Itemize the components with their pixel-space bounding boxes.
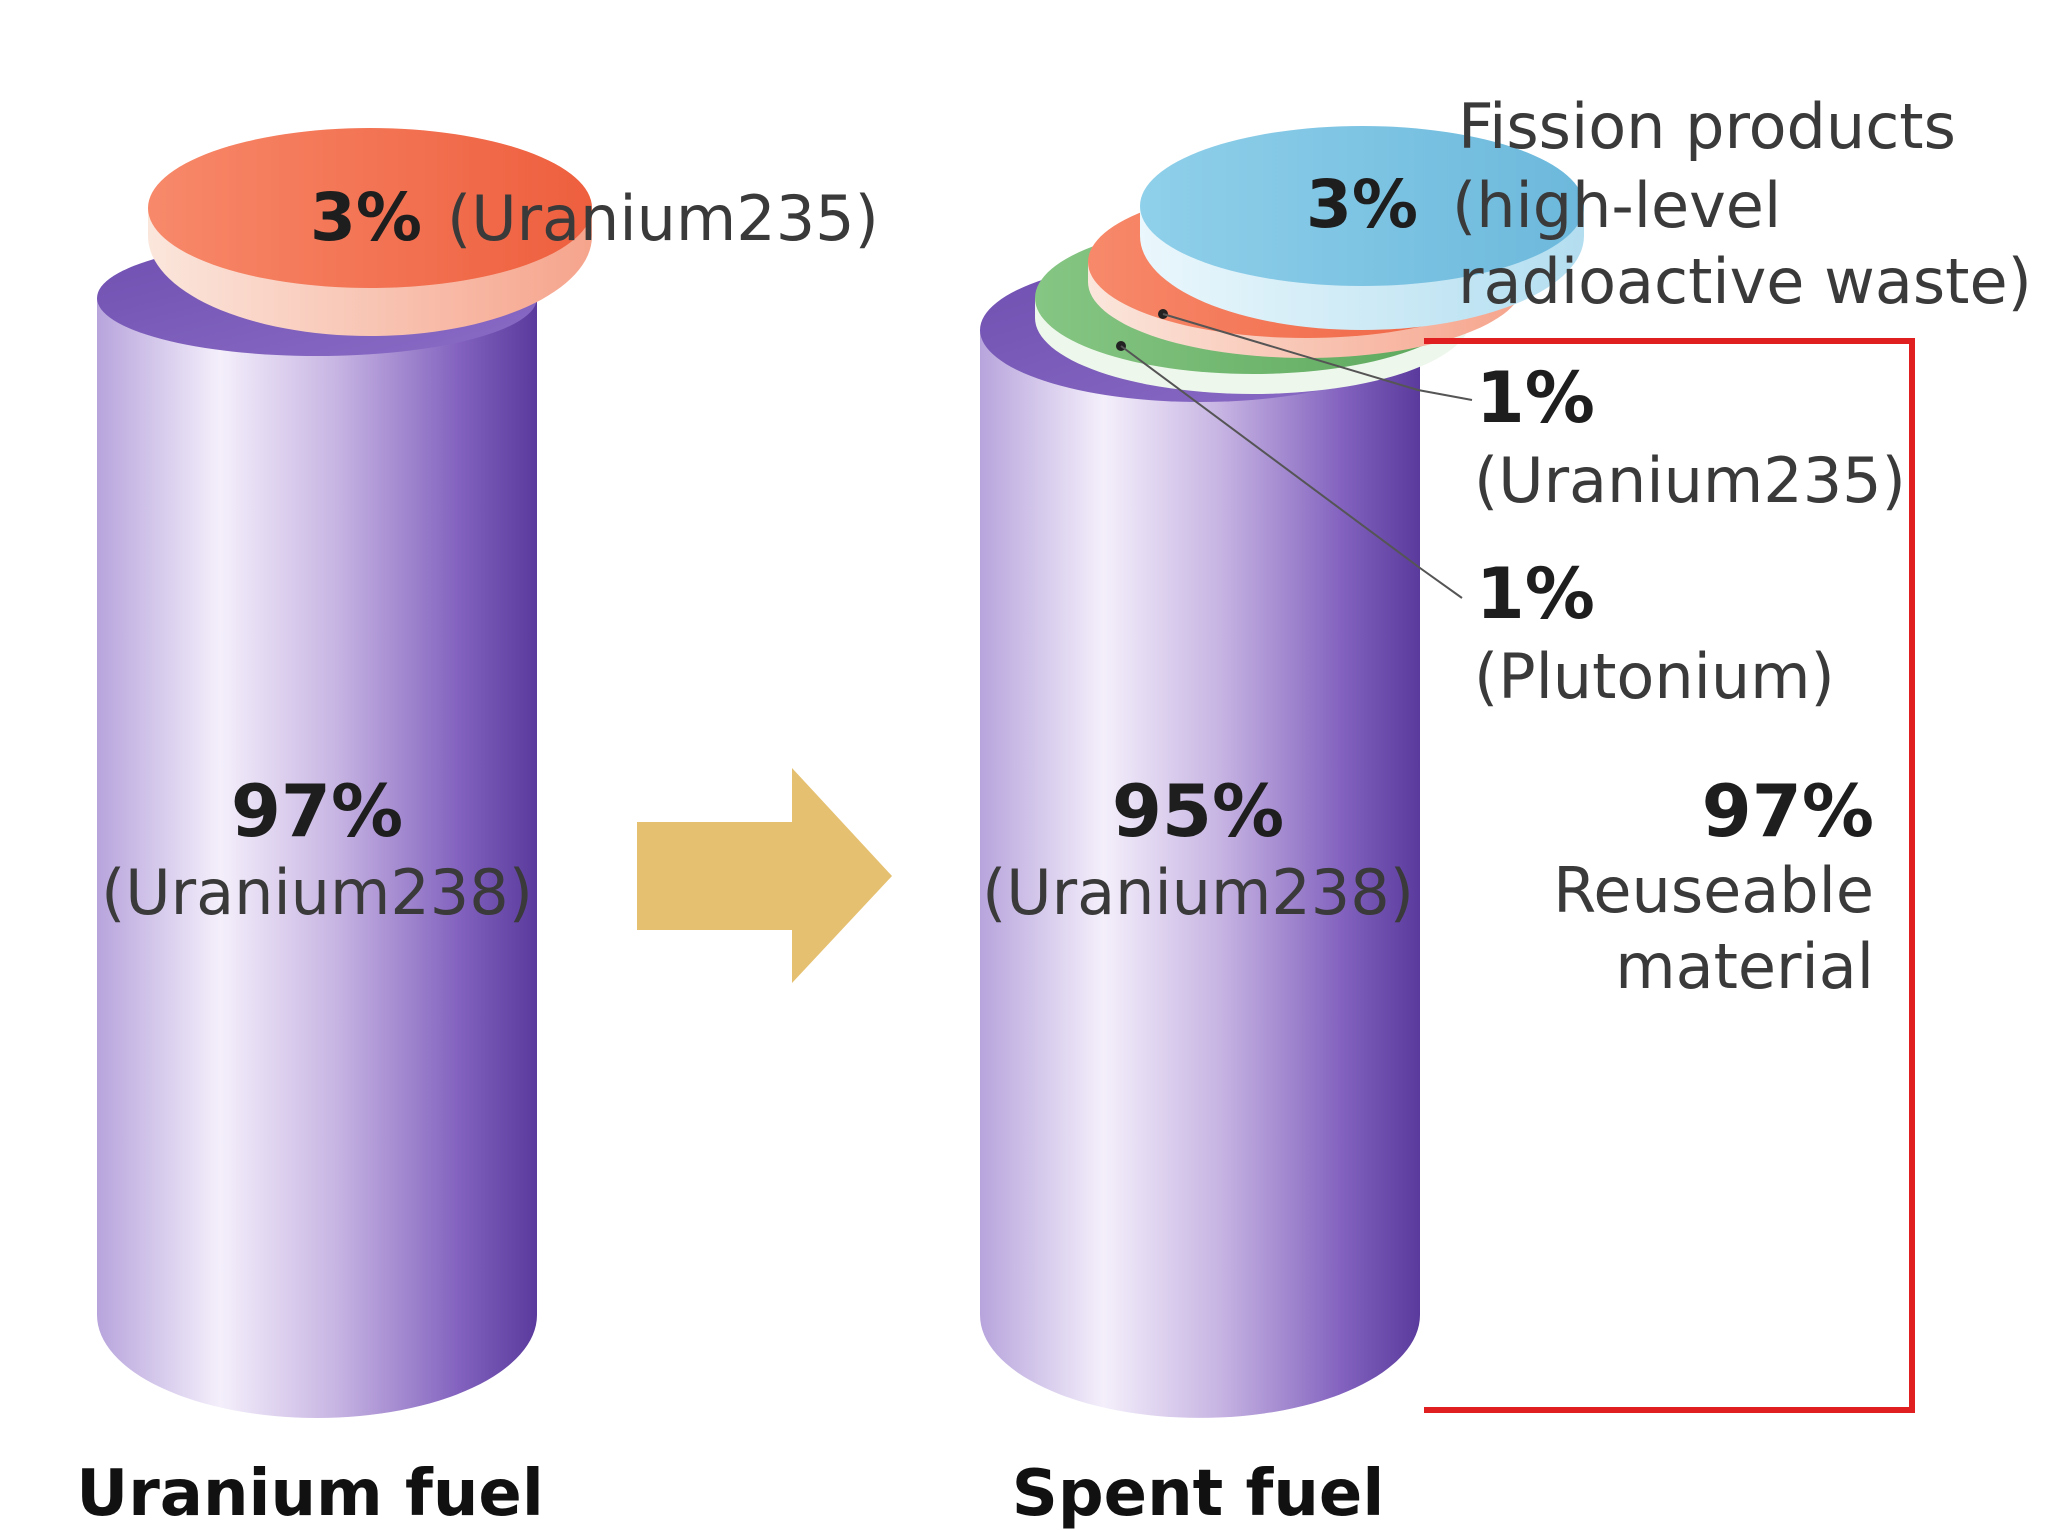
- reusable-label-line2: material: [1615, 930, 1874, 1003]
- right-cylinder-body: [980, 330, 1420, 1418]
- plutonium-leader-line: [1120, 345, 1463, 599]
- left-u235-percent: 3%: [310, 179, 422, 256]
- fission-label-line2: (high-level: [1452, 169, 1781, 242]
- u235-leader-line: [1162, 313, 1473, 401]
- fission-products-disc: [1140, 126, 1584, 330]
- left-u235-disc: [148, 128, 592, 336]
- left-cylinder-body: [97, 298, 537, 1418]
- fission-label-line3: radioactive waste): [1458, 245, 2032, 318]
- left-u235-label: (Uranium235): [447, 182, 879, 255]
- reusable-percent: 97%: [1702, 769, 1874, 853]
- plutonium-label: (Plutonium): [1474, 640, 1835, 713]
- fission-label-line1: Fission products: [1458, 90, 1956, 163]
- left-u238-label: (Uranium238): [101, 856, 533, 929]
- spent-u235-percent: 1%: [1476, 357, 1595, 439]
- right-arrow-icon: [637, 768, 892, 983]
- spent-u235-label: (Uranium235): [1474, 444, 1906, 517]
- spent-u238-percent: 95%: [1112, 769, 1284, 853]
- leader-lines: [1116, 309, 1473, 599]
- spent-u238-label: (Uranium238): [982, 856, 1414, 929]
- left-u238-percent: 97%: [231, 769, 403, 853]
- spent-fuel-caption: Spent fuel: [1012, 1457, 1385, 1530]
- fission-percent: 3%: [1306, 166, 1418, 243]
- uranium-fuel-caption: Uranium fuel: [76, 1457, 544, 1530]
- plutonium-percent: 1%: [1476, 553, 1595, 635]
- reusable-bracket: [1424, 338, 1915, 1413]
- reusable-label-line1: Reuseable: [1553, 854, 1874, 927]
